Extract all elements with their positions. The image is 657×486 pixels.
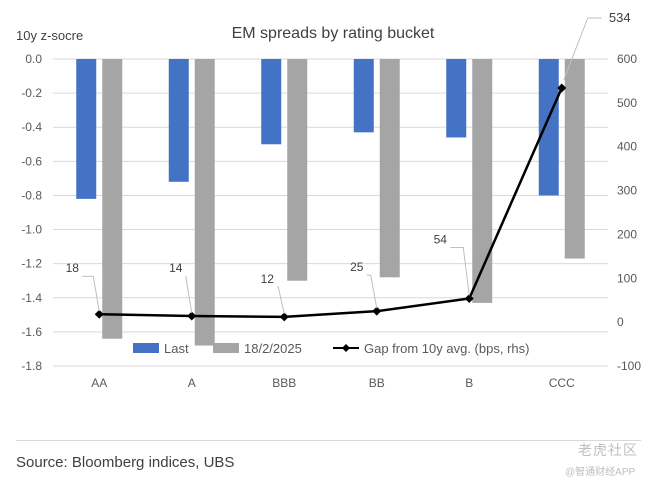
bar-last (446, 59, 467, 138)
data-label: 54 (434, 232, 448, 246)
x-axis-labels: AA A BBB BB B CCC (91, 376, 575, 390)
watermark-text: 老虎社区 (578, 442, 638, 458)
data-label: 25 (350, 260, 364, 274)
data-label-leader (563, 17, 602, 81)
data-label-leader (366, 274, 378, 309)
legend: Last 18/2/2025 Gap from 10y avg. (bps, rhs… (133, 341, 529, 356)
gap-line-path (99, 87, 563, 319)
x-tick-label: AA (91, 376, 107, 390)
y-left-tick-label: -1.8 (21, 359, 42, 373)
line-point-marker (557, 83, 567, 93)
y-left-tick-label: -0.2 (21, 86, 42, 100)
data-label: 12 (261, 272, 275, 286)
legend-swatch (213, 343, 239, 353)
legend-swatch (133, 343, 159, 353)
data-label: 18 (66, 261, 80, 275)
y-left-tick-label: -1.6 (21, 325, 42, 339)
x-tick-label: A (188, 376, 196, 390)
y-left-tick-label: 0.0 (25, 52, 42, 66)
data-label-leader (82, 275, 100, 312)
bar-18-2-2025 (194, 59, 215, 346)
chart-title: EM spreads by rating bucket (232, 25, 435, 42)
bar-18-2-2025 (472, 59, 493, 303)
gap-line: 18 14 12 25 54 534 (66, 10, 631, 322)
y-left-tick-label: -0.6 (21, 154, 42, 168)
line-point-marker (464, 293, 474, 303)
y-right-tick-label: 0 (617, 315, 624, 329)
line-point-marker (187, 311, 197, 321)
bar-18-2-2025 (564, 59, 585, 259)
legend-label: 18/2/2025 (244, 341, 302, 356)
data-label: 534 (609, 10, 631, 25)
legend-label: Gap from 10y avg. (bps, rhs) (364, 341, 529, 356)
x-tick-label: CCC (549, 376, 575, 390)
y-right-tick-label: 500 (617, 96, 637, 110)
data-label-leader (450, 246, 470, 296)
y-axis-left-label: 10y z-socre (16, 28, 83, 43)
gridlines (53, 58, 608, 367)
legend-label: Last (164, 341, 189, 356)
y-right-tick-label: 600 (617, 52, 637, 66)
y-right-tick-label: -100 (617, 359, 641, 373)
line-point-marker (94, 309, 104, 319)
divider (16, 440, 641, 441)
y-right-tick-label: 400 (617, 140, 637, 154)
y-left-tick-label: -1.4 (21, 291, 42, 305)
y-axis-right-ticks: 600 500 400 300 200 100 0 -100 (617, 52, 641, 373)
bar-last (538, 59, 559, 196)
y-right-tick-label: 200 (617, 227, 637, 241)
y-left-tick-label: -1.0 (21, 223, 42, 237)
bar-last (353, 59, 374, 133)
x-tick-label: BB (369, 376, 385, 390)
data-label-leader (277, 286, 285, 314)
y-left-tick-label: -0.4 (21, 120, 42, 134)
data-label: 14 (169, 261, 183, 275)
data-label-leader (185, 275, 193, 314)
bar-18-2-2025 (287, 59, 308, 281)
bars (76, 59, 585, 346)
x-tick-label: B (465, 376, 473, 390)
bar-last (168, 59, 189, 182)
bar-last (261, 59, 282, 145)
y-axis-left-ticks: 0.0 -0.2 -0.4 -0.6 -0.8 -1.0 -1.2 -1.4 -1.6 -1.8 (21, 52, 42, 373)
y-right-tick-label: 100 (617, 271, 637, 285)
source-note: Source: Bloomberg indices, UBS (16, 454, 235, 471)
line-point-marker (372, 306, 382, 316)
bar-18-2-2025 (379, 59, 400, 278)
bar-last (76, 59, 97, 199)
legend-marker (342, 344, 350, 352)
y-left-tick-label: -1.2 (21, 257, 42, 271)
watermark-subtext: @智通财经APP (565, 467, 636, 478)
x-tick-label: BBB (272, 376, 296, 390)
chart: EM spreads by rating bucket 10y z-socre … (16, 10, 641, 390)
line-point-marker (279, 312, 289, 322)
y-left-tick-label: -0.8 (21, 188, 42, 202)
y-right-tick-label: 300 (617, 184, 637, 198)
bar-18-2-2025 (102, 59, 123, 339)
